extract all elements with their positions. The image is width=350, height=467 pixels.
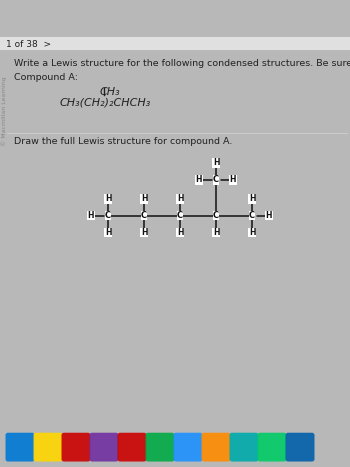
Text: H: H [213,228,219,237]
Text: H: H [105,228,111,237]
Text: H: H [141,194,147,203]
Text: CH₃: CH₃ [100,87,121,97]
Text: H: H [177,194,183,203]
FancyBboxPatch shape [286,433,315,461]
Text: C: C [213,211,219,220]
Text: H: H [249,194,255,203]
Text: H: H [230,175,236,184]
Text: © Macmillan Learning: © Macmillan Learning [1,76,7,146]
FancyBboxPatch shape [230,433,259,461]
Text: H: H [249,228,255,237]
Text: H: H [141,228,147,237]
FancyBboxPatch shape [62,433,91,461]
Text: Draw the full Lewis structure for compound A.: Draw the full Lewis structure for compou… [14,137,232,146]
FancyBboxPatch shape [146,433,175,461]
FancyBboxPatch shape [90,433,119,461]
Text: H: H [177,228,183,237]
Text: H: H [105,194,111,203]
Text: Write a Lewis structure for the following condensed structures. Be sure to draw : Write a Lewis structure for the followin… [14,59,350,68]
FancyBboxPatch shape [6,433,35,461]
Text: C: C [141,211,147,220]
FancyBboxPatch shape [174,433,203,461]
Text: C: C [249,211,255,220]
Text: 1 of 38  >: 1 of 38 > [6,40,51,49]
Text: H: H [213,158,219,167]
Text: C: C [105,211,111,220]
Text: H: H [88,211,94,220]
FancyBboxPatch shape [202,433,231,461]
Text: C: C [213,175,219,184]
FancyBboxPatch shape [34,433,63,461]
Text: CH₃(CH₂)₂CHCH₃: CH₃(CH₂)₂CHCH₃ [60,97,151,107]
FancyBboxPatch shape [118,433,147,461]
Text: H: H [266,211,272,220]
FancyBboxPatch shape [0,37,350,50]
Text: C: C [177,211,183,220]
FancyBboxPatch shape [258,433,287,461]
Text: Compound A:: Compound A: [14,73,78,82]
Text: H: H [196,175,202,184]
